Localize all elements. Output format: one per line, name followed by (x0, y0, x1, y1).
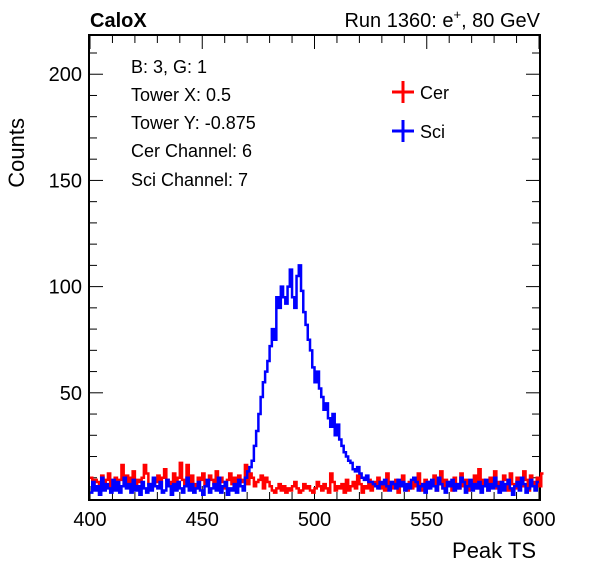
legend-label-sci: Sci (420, 122, 445, 142)
header-right-prefix: Run 1360: e (344, 10, 453, 32)
info-line-cer-channel: Cer Channel: 6 (131, 141, 252, 161)
info-line-bg: B: 3, G: 1 (131, 57, 207, 77)
legend: Cer Sci (392, 81, 449, 142)
axis-ticks (89, 36, 540, 499)
y-tick-label: 50 (60, 383, 82, 405)
info-box: B: 3, G: 1 Tower X: 0.5 Tower Y: -0.875 … (131, 57, 256, 190)
y-tick-label: 200 (49, 64, 82, 86)
x-tick-label: 500 (298, 509, 331, 531)
legend-label-cer: Cer (420, 83, 449, 103)
info-line-sci-channel: Sci Channel: 7 (131, 170, 248, 190)
header-right: Run 1360: e+, 80 GeV (344, 7, 540, 32)
info-line-tower-y: Tower Y: -0.875 (131, 113, 256, 133)
y-tick-label: 150 (49, 170, 82, 192)
x-tick-label: 550 (410, 509, 443, 531)
y-axis-label: Counts (4, 118, 29, 188)
info-line-tower-x: Tower X: 0.5 (131, 85, 231, 105)
series-layer (90, 264, 544, 496)
x-tick-label: 400 (73, 509, 106, 531)
plot-frame (88, 34, 541, 501)
y-tick-labels: 50 100 150 200 (49, 64, 82, 405)
series-line-sci (90, 264, 539, 496)
x-tick-label: 600 (522, 509, 555, 531)
legend-marker-cer (392, 81, 414, 103)
header-right-suffix: , 80 GeV (461, 10, 541, 32)
header-left: CaloX (90, 10, 147, 32)
x-tick-label: 450 (186, 509, 219, 531)
y-tick-label: 100 (49, 277, 82, 299)
x-tick-labels: 400 450 500 550 600 (73, 509, 555, 531)
header-right-sup: + (453, 7, 461, 22)
x-axis-label: Peak TS (452, 538, 536, 563)
legend-marker-sci (392, 120, 414, 142)
